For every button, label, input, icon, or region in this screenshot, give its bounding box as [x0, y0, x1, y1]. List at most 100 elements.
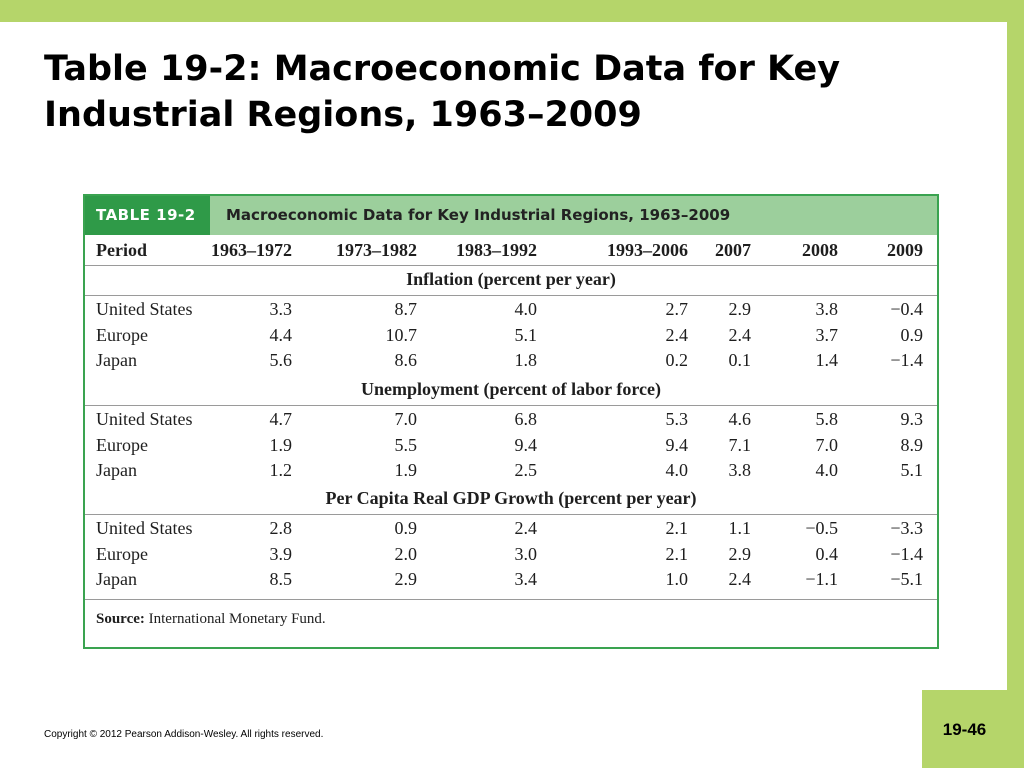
table-cell: 4.0 — [665, 460, 689, 480]
row-label: Europe — [96, 324, 148, 345]
table-cell: −1.4 — [890, 350, 923, 370]
table-cell: 1.4 — [815, 350, 839, 370]
section-title: Unemployment (percent of labor force) — [361, 379, 661, 399]
column-header: 2009 — [887, 240, 923, 260]
table-cell: 0.2 — [665, 350, 689, 370]
table-cell: 3.7 — [815, 324, 839, 345]
column-header: 1993–2006 — [607, 240, 688, 260]
table-cell: 9.3 — [900, 409, 924, 429]
table-cell: 1.0 — [665, 569, 689, 589]
source-label: Source: — [96, 611, 145, 627]
table-cell: 2.0 — [394, 543, 418, 564]
table-cell: 5.5 — [394, 434, 418, 455]
table-cell: 3.9 — [269, 543, 293, 564]
section-rule — [85, 295, 937, 296]
table-cell: 4.4 — [269, 324, 293, 345]
section-title: Inflation (percent per year) — [406, 269, 616, 289]
table-19-2: TABLE 19-2 Macroeconomic Data for Key In… — [83, 194, 939, 649]
slide-title: Table 19-2: Macroeconomic Data for Key I… — [44, 49, 841, 135]
table-cell: 2.1 — [665, 518, 689, 538]
page-number: 19-46 — [942, 720, 987, 739]
table-cell: 9.4 — [665, 434, 689, 455]
section-rule — [85, 405, 937, 406]
table-cell: 7.1 — [728, 434, 752, 455]
table-cell: 2.4 — [728, 569, 752, 589]
table-cell: 4.7 — [269, 409, 293, 429]
table-cell: 5.8 — [815, 409, 839, 429]
column-header: 2007 — [715, 240, 751, 260]
table-cell: 8.6 — [394, 350, 418, 370]
table-cell: 1.9 — [394, 460, 418, 480]
row-label: United States — [96, 299, 193, 319]
table-cell: 10.7 — [385, 324, 418, 345]
table-cell: 2.5 — [514, 460, 538, 480]
table-cell: 4.0 — [514, 299, 538, 319]
table-cell: 0.9 — [900, 324, 924, 345]
row-label: Japan — [96, 350, 137, 370]
row-label: Europe — [96, 434, 148, 455]
table-cell: 5.3 — [665, 409, 689, 429]
column-header: 1973–1982 — [336, 240, 417, 260]
table-cell: 2.9 — [394, 569, 418, 589]
table-cell: −1.1 — [805, 569, 838, 589]
source-text: International Monetary Fund. — [148, 611, 326, 627]
table-cell: 2.7 — [665, 299, 689, 319]
table-cell: 2.1 — [665, 543, 689, 564]
table-tag: TABLE 19-2 — [85, 196, 210, 235]
column-header: 1983–1992 — [456, 240, 537, 260]
table-cell: 2.4 — [728, 324, 752, 345]
table-cell: 8.9 — [900, 434, 924, 455]
table-cell: 6.8 — [514, 409, 538, 429]
table-cell: 1.8 — [514, 350, 538, 370]
table-cell: 4.6 — [728, 409, 752, 429]
section-title: Per Capita Real GDP Growth (percent per … — [325, 488, 697, 508]
table-cell: 7.0 — [815, 434, 839, 455]
table-cell: 0.9 — [394, 518, 418, 538]
row-label: Japan — [96, 460, 137, 480]
table-cell: −0.5 — [805, 518, 838, 538]
table-cell: 2.9 — [728, 543, 752, 564]
row-label: Europe — [96, 543, 148, 564]
table-cell: 8.5 — [269, 569, 293, 589]
table-cell: 1.2 — [269, 460, 293, 480]
table-cell: −5.1 — [890, 569, 923, 589]
copyright-notice: Copyright © 2012 Pearson Addison-Wesley.… — [44, 729, 324, 740]
table-cell: 2.4 — [665, 324, 689, 345]
header-rule — [85, 265, 937, 266]
table-cell: −3.3 — [890, 518, 923, 538]
table-cell: 2.8 — [269, 518, 293, 538]
table-cell: 3.8 — [815, 299, 839, 319]
source-rule — [85, 599, 937, 600]
section-rule — [85, 514, 937, 515]
row-label: United States — [96, 518, 193, 538]
table-cell: 3.0 — [514, 543, 538, 564]
table-cell: −1.4 — [890, 543, 923, 564]
table-cell: 3.4 — [514, 569, 538, 589]
table-cell: 5.6 — [269, 350, 293, 370]
table-cell: 2.4 — [514, 518, 538, 538]
table-caption: Macroeconomic Data for Key Industrial Re… — [226, 206, 731, 224]
table-cell: 7.0 — [394, 409, 418, 429]
table-cell: 1.9 — [269, 434, 293, 455]
table-cell: 5.1 — [900, 460, 924, 480]
table-cell: 8.7 — [394, 299, 418, 319]
top-accent-bar — [0, 0, 1024, 22]
table-cell: 5.1 — [514, 324, 538, 345]
column-header: 1963–1972 — [211, 240, 292, 260]
table-cell: −0.4 — [890, 299, 923, 319]
table-cell: 9.4 — [514, 434, 538, 455]
row-label: United States — [96, 409, 193, 429]
page-number-box: 19-46 — [922, 690, 1024, 768]
table-cell: 1.1 — [728, 518, 752, 538]
table-cell: 3.8 — [728, 460, 752, 480]
table-cell: 4.0 — [815, 460, 839, 480]
table-header-bar: TABLE 19-2 Macroeconomic Data for Key In… — [85, 196, 937, 235]
column-header-period: Period — [96, 240, 147, 260]
row-label: Japan — [96, 569, 137, 589]
table-cell: 3.3 — [269, 299, 293, 319]
table-cell: 0.4 — [815, 543, 839, 564]
table-cell: 2.9 — [728, 299, 752, 319]
right-accent-bar — [1007, 0, 1024, 768]
column-header: 2008 — [802, 240, 838, 260]
table-cell: 0.1 — [728, 350, 752, 370]
